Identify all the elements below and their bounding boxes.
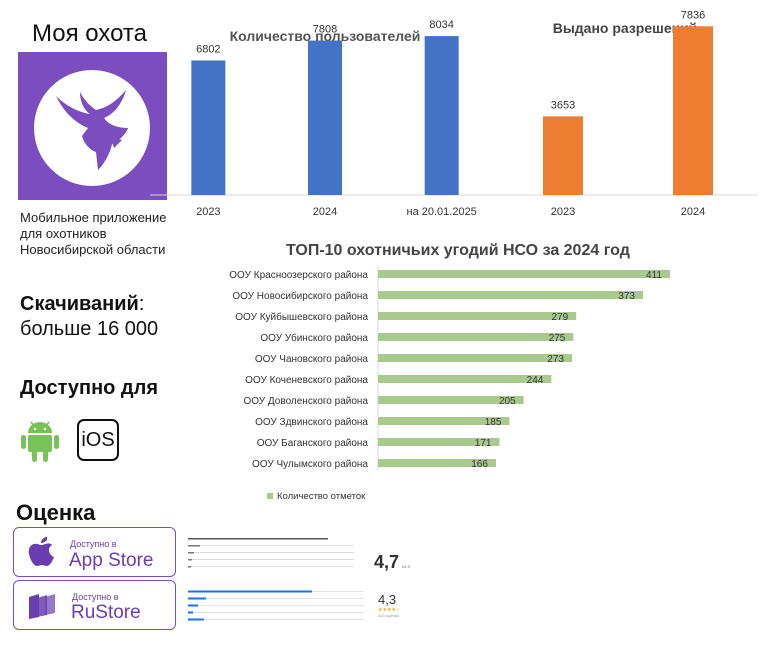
top10-category-label: ООУ Чулымского района <box>252 459 368 470</box>
ios-icon: iOS <box>77 419 119 461</box>
top10-data-label: 171 <box>475 438 492 449</box>
top10-data-label: 185 <box>485 417 502 428</box>
availability-label: Доступно для <box>20 377 158 399</box>
rustore-badge[interactable]: Доступно в RuStore <box>13 580 176 630</box>
users-bar <box>308 40 342 196</box>
users-data-label: 8034 <box>429 19 453 31</box>
rustore-score-block: 4,3 ★★★★☆ 403 оценки <box>378 592 400 618</box>
users-data-label: 6802 <box>196 43 220 55</box>
rating-label: Оценка <box>16 500 96 525</box>
rustore-badge-sub: Доступно в <box>72 592 119 602</box>
top10-category-label: ООУ Новосибирского района <box>232 290 368 302</box>
deer-head-icon <box>34 70 150 186</box>
app-store-badge[interactable]: Доступно в App Store <box>13 527 176 577</box>
users-tick-label: на 20.01.2025 <box>407 206 477 218</box>
top10-category-label: ООУ Доволенского района <box>243 396 368 407</box>
top10-category-label: ООУ Чановского района <box>255 354 369 365</box>
android-icon <box>20 417 60 468</box>
rustore-icon <box>29 594 55 619</box>
top10-data-label: 205 <box>499 396 516 407</box>
permits-bar <box>543 116 583 195</box>
rustore-stars: ★★★★☆ <box>378 607 401 613</box>
apple-icon <box>28 537 54 566</box>
app-store-rating-bars <box>188 538 354 568</box>
top10-bar <box>378 396 524 404</box>
top10-chart-title: ТОП-10 охотничьих угодий НСО за 2024 год <box>286 242 630 259</box>
permits-tick-label: 2023 <box>551 206 575 218</box>
permits-bar <box>673 26 713 195</box>
users-tick-label: 2023 <box>196 206 220 218</box>
app-logo <box>18 52 167 200</box>
top10-data-label: 411 <box>646 270 662 281</box>
downloads-label: Скачиваний: <box>20 293 145 315</box>
top10-bar <box>378 333 574 341</box>
top10-legend-swatch <box>267 493 273 499</box>
top10-bar <box>378 375 552 383</box>
permits-tick-label: 2024 <box>681 206 705 218</box>
downloads-value: больше 16 000 <box>20 318 159 340</box>
top10-category-label: ООУ Здвинского района <box>255 417 368 428</box>
top10-category-label: ООУ Баганского района <box>257 438 369 449</box>
top10-bar <box>378 291 644 299</box>
top10-data-label: 373 <box>618 291 635 302</box>
app-description: Мобильное приложение для охотников Новос… <box>20 210 167 257</box>
top10-data-label: 279 <box>552 312 569 323</box>
rustore-score: 4,3 <box>378 592 397 607</box>
top10-category-label: ООУ Куйбышевского района <box>235 311 368 323</box>
top10-legend-label: Количество отметок <box>277 491 366 502</box>
top10-bar <box>378 438 500 446</box>
top10-data-label: 166 <box>471 459 488 470</box>
top10-bar <box>378 312 577 320</box>
users-data-label: 7808 <box>313 24 337 36</box>
top10-data-label: 275 <box>549 333 566 344</box>
app-title: Моя охота <box>32 20 147 47</box>
app-store-score: 4,7 из 5 <box>374 552 410 572</box>
top10-category-label: ООУ Красноозерского района <box>229 270 368 281</box>
app-store-badge-sub: Доступно в <box>70 539 117 549</box>
rustore-rating-bars <box>188 590 364 621</box>
top10-bar <box>378 459 496 467</box>
top10-bar <box>378 270 670 278</box>
top10-data-label: 273 <box>547 354 564 365</box>
users-bar <box>424 36 459 195</box>
top10-data-label: 244 <box>527 375 544 386</box>
rustore-reviews-note: 403 оценки <box>378 613 399 618</box>
app-store-badge-name: App Store <box>69 550 154 571</box>
rustore-badge-name: RuStore <box>71 602 141 623</box>
permits-data-label: 7836 <box>681 9 705 21</box>
users-tick-label: 2024 <box>313 206 337 218</box>
users-bar <box>191 60 226 195</box>
users-chart-title: Количество пользователей <box>229 28 421 44</box>
top10-category-label: ООУ Убинского района <box>260 332 368 344</box>
top10-category-label: ООУ Коченевского района <box>245 375 368 386</box>
top10-bar <box>378 417 510 425</box>
permits-chart-title: Выдано разрешений <box>552 20 698 36</box>
permits-data-label: 3653 <box>551 99 575 111</box>
top10-bar <box>378 354 572 362</box>
